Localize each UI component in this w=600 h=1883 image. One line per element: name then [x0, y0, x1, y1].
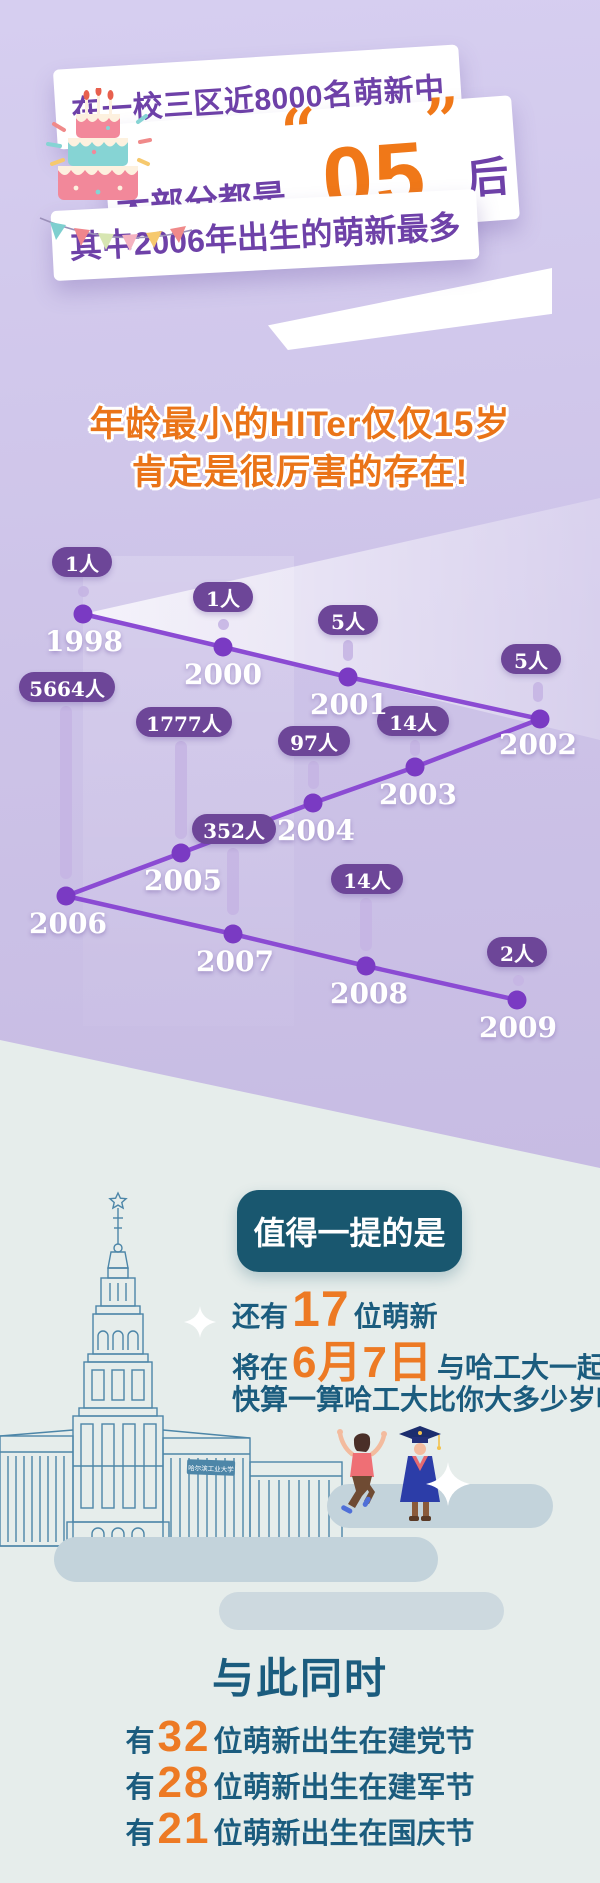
close-quote-mark: ”: [422, 83, 463, 159]
year-label: 2001: [310, 688, 388, 721]
stat-line-army-day: 有 28 位萌新出生在建军节: [0, 1758, 600, 1808]
chart-connector: [343, 640, 353, 661]
chart-connector: [60, 706, 72, 879]
students-illustration: [337, 1426, 441, 1521]
stat3-prefix: 有: [125, 1818, 155, 1850]
stat1-number: 32: [157, 1712, 211, 1761]
meanwhile-title: 与此同时: [211, 1655, 388, 1702]
stat1-suffix: 位萌新出生在建党节: [213, 1726, 475, 1758]
count-badge-2004: 97人: [278, 726, 350, 756]
highlight-title-box: 值得一提的是: [237, 1190, 462, 1272]
highlight-line-1: 还有 17 位萌新: [232, 1280, 438, 1338]
chart-connector: [217, 618, 229, 630]
highlight-line3-text: 快算一算哈工大比你大多少岁吧!: [232, 1384, 600, 1415]
timeline-chart-line: [56, 604, 550, 1010]
highlight-line1-prefix: 还有: [232, 1301, 289, 1332]
light-column-decoration: [83, 556, 294, 1026]
highlight-line2-number: 6月7日: [292, 1338, 433, 1387]
year-label: 2007: [196, 945, 274, 978]
chart-connector: [533, 682, 543, 702]
stat-line-party-day: 有 32 位萌新出生在建党节: [0, 1712, 600, 1762]
count-badge-2009: 2人: [487, 937, 547, 967]
highlight-line1-number: 17: [292, 1281, 350, 1337]
open-quote-mark: “: [278, 93, 320, 169]
year-label: 2006: [29, 907, 107, 940]
stat2-number: 28: [157, 1758, 211, 1807]
count-badge-2001: 5人: [318, 605, 378, 635]
stat1-prefix: 有: [125, 1726, 155, 1758]
stat3-number: 21: [157, 1804, 211, 1853]
sparkle-icon: [184, 1306, 216, 1338]
stat3-suffix: 位萌新出生在国庆节: [213, 1818, 475, 1850]
birthday-cake-icon: [46, 88, 152, 200]
jumping-woman-figure: [337, 1429, 387, 1514]
year-label: 2004: [277, 814, 355, 847]
year-label: 2000: [184, 658, 262, 691]
count-badge-2007: 352人: [192, 814, 276, 844]
highlight-line2-prefix: 将在: [232, 1352, 289, 1383]
highlight-line-3: 快算一算哈工大比你大多少岁吧!: [232, 1378, 600, 1418]
chart-connector: [512, 975, 524, 986]
highlight-line2-suffix: 与哈工大一起庆生: [436, 1352, 600, 1383]
year-label: 2002: [499, 728, 577, 761]
count-badge-2003: 14人: [377, 706, 449, 736]
sparkle-icon: [426, 1462, 470, 1506]
building-sign-text: 哈尔滨工业大学: [188, 1463, 234, 1474]
count-badge-2000: 1人: [193, 582, 253, 612]
year-label: 2008: [330, 977, 408, 1010]
highlight-line1-suffix: 位萌新: [353, 1301, 438, 1332]
decor-pill-2: [54, 1537, 438, 1582]
year-label: 1998: [45, 625, 123, 658]
highlight-line-2: 将在 6月7日 与哈工大一起庆生: [232, 1326, 600, 1390]
stat2-prefix: 有: [125, 1772, 155, 1804]
subheadline-line2: 肯定是很厉害的存在!: [131, 453, 469, 492]
chart-connector: [410, 740, 420, 756]
chart-connector: [227, 848, 239, 915]
year-label: 2009: [479, 1011, 557, 1044]
subheadline-line1: 年龄最小的HITer仅仅15岁: [89, 405, 511, 444]
stat2-suffix: 位萌新出生在建军节: [213, 1772, 475, 1804]
year-label: 2003: [379, 778, 457, 811]
count-badge-2002: 5人: [501, 644, 561, 674]
graduate-figure: [399, 1426, 441, 1521]
highlight-title-text: 值得一提的是: [253, 1215, 446, 1251]
chart-connector: [175, 741, 187, 839]
chart-connector: [360, 898, 372, 951]
count-badge-2006: 5664人: [19, 672, 115, 702]
chart-connector: [308, 761, 319, 789]
stat-line-national-day: 有 21 位萌新出生在国庆节: [0, 1804, 600, 1854]
decor-pill-3: [219, 1592, 504, 1630]
count-badge-2005: 1777人: [136, 707, 232, 737]
year-label: 2005: [144, 864, 222, 897]
count-badge-1998: 1人: [52, 547, 112, 577]
chart-connector: [77, 585, 89, 597]
bunting-garland-icon: [39, 217, 193, 251]
count-badge-2008: 14人: [331, 864, 403, 894]
